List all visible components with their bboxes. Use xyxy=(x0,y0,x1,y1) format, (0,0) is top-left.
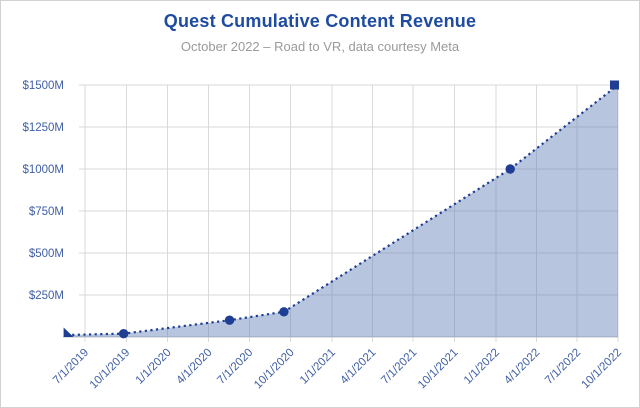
x-tick-label: 10/1/2021 xyxy=(416,347,461,392)
start-point-marker xyxy=(63,327,74,337)
chart-subtitle: October 2022 – Road to VR, data courtesy… xyxy=(180,39,460,54)
y-tick-label: $1500M xyxy=(22,80,64,92)
x-tick-label: 7/1/2020 xyxy=(215,347,255,387)
y-tick-label: $250M xyxy=(29,290,64,302)
x-tick-label: 7/1/2021 xyxy=(379,347,419,387)
x-tick-label: 7/1/2019 xyxy=(51,347,91,387)
chart-title: Quest Cumulative Content Revenue xyxy=(163,11,477,31)
x-tick-label: 4/1/2021 xyxy=(338,347,378,387)
y-axis-labels: $250M $500M $750M $1000M $1250M $1500M xyxy=(22,80,64,302)
end-point-marker xyxy=(610,80,619,90)
x-tick-label: 1/1/2021 xyxy=(298,347,338,387)
y-tick-label: $1250M xyxy=(22,122,64,134)
data-point-marker xyxy=(505,164,515,174)
x-tick-label: 10/1/2022 xyxy=(579,347,624,392)
y-tick-label: $500M xyxy=(29,248,64,260)
x-tick-label: 1/1/2022 xyxy=(462,347,502,387)
area-fill xyxy=(66,85,618,337)
data-point-marker xyxy=(224,315,235,325)
x-tick-label: 1/1/2020 xyxy=(134,347,174,387)
data-point-marker xyxy=(279,307,289,317)
gridlines-group xyxy=(63,84,619,342)
markers-group xyxy=(63,80,619,339)
data-point-marker xyxy=(118,328,129,339)
y-tick-label: $750M xyxy=(29,206,64,218)
line-group xyxy=(66,84,619,337)
x-tick-label: 4/1/2020 xyxy=(174,347,214,387)
x-tick-label: 10/1/2019 xyxy=(88,347,133,392)
y-tick-label: $1000M xyxy=(22,164,64,176)
x-tick-label: 7/1/2022 xyxy=(543,347,583,387)
revenue-dotted-line xyxy=(66,84,619,337)
x-tick-label: 4/1/2022 xyxy=(502,347,542,387)
x-tick-label: 10/1/2020 xyxy=(252,347,297,392)
area-group xyxy=(66,85,618,337)
